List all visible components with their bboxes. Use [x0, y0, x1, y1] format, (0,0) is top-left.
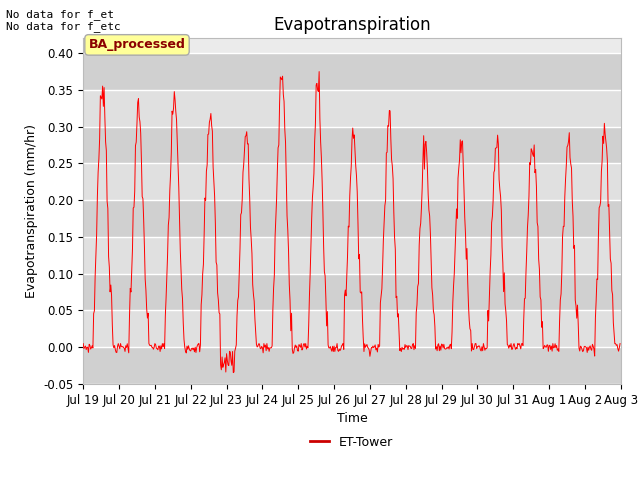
- Title: Evapotranspiration: Evapotranspiration: [273, 16, 431, 34]
- Bar: [83, 53, 621, 90]
- Bar: [83, 237, 621, 274]
- Bar: [83, 311, 621, 347]
- Bar: [83, 200, 621, 237]
- Legend: ET-Tower: ET-Tower: [305, 431, 399, 454]
- X-axis label: Time: Time: [337, 412, 367, 425]
- Y-axis label: Evapotranspiration (mm/hr): Evapotranspiration (mm/hr): [25, 124, 38, 298]
- Text: No data for f_et: No data for f_et: [6, 9, 115, 20]
- Bar: [83, 90, 621, 127]
- Bar: [83, 163, 621, 200]
- Bar: [83, 347, 621, 384]
- Text: No data for f_etc: No data for f_etc: [6, 21, 121, 32]
- Bar: [83, 274, 621, 311]
- Text: BA_processed: BA_processed: [88, 38, 186, 51]
- Bar: [83, 127, 621, 163]
